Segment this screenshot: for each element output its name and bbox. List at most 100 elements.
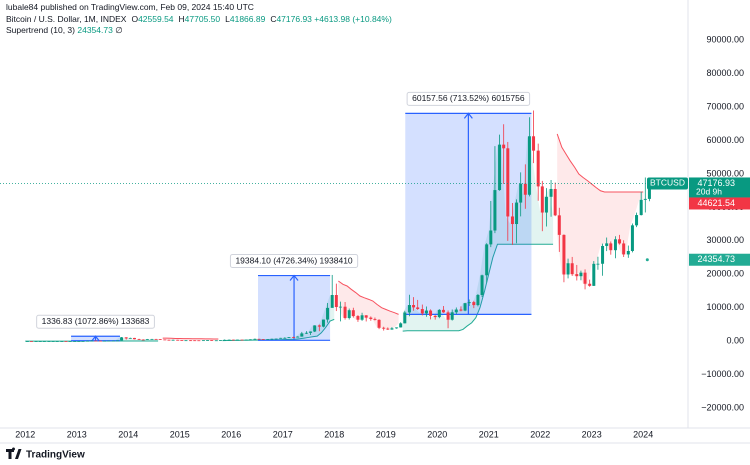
candle-body xyxy=(231,339,235,341)
candle-body xyxy=(407,305,411,313)
measure-arrowhead xyxy=(289,274,299,281)
y-tick-label: 90000.00 xyxy=(706,35,744,45)
candle-body xyxy=(515,202,519,225)
candle-body xyxy=(553,188,557,216)
candle-body xyxy=(176,339,180,341)
candle-body xyxy=(416,307,420,310)
candle-body xyxy=(55,341,59,342)
candle-body xyxy=(498,144,502,191)
supertrend-fill xyxy=(338,280,399,330)
ohlc-value: 47705.50 xyxy=(184,14,221,24)
ohlc-key: L xyxy=(225,14,230,24)
candle-body xyxy=(562,234,566,275)
measure-label: 60157.56 (713.52%) 6015756 xyxy=(412,93,525,103)
candle-body xyxy=(441,309,445,313)
ohlc-key: C xyxy=(270,14,277,24)
candle-body xyxy=(253,338,257,340)
candle-body xyxy=(467,302,471,304)
candle-body xyxy=(579,272,583,277)
symbol-badge-text: BTCUSD xyxy=(650,178,685,188)
candle-body xyxy=(626,250,630,255)
candle-body xyxy=(132,337,136,340)
price-badge xyxy=(689,177,750,198)
candle-body xyxy=(141,339,145,341)
candle-body xyxy=(502,144,506,149)
supertrend-fill xyxy=(557,133,644,286)
candle-body xyxy=(420,309,424,314)
candle-body xyxy=(622,243,626,255)
x-tick-label: 2022 xyxy=(530,429,550,439)
candle-body xyxy=(180,340,184,341)
candle-body xyxy=(51,341,55,342)
candle-body xyxy=(557,215,561,235)
candle-body xyxy=(111,340,115,342)
y-tick-label: 60000.00 xyxy=(706,135,744,145)
candle-body xyxy=(605,243,609,246)
candle-body xyxy=(570,263,574,275)
candle-body xyxy=(240,339,244,341)
candle-body xyxy=(304,332,308,334)
candle-body xyxy=(506,148,510,217)
y-tick-label: 20000.00 xyxy=(706,269,744,279)
candle-body xyxy=(364,315,368,318)
candle-body xyxy=(77,341,81,342)
candle-body xyxy=(330,295,334,308)
candle-body xyxy=(86,340,90,342)
candle-body xyxy=(592,263,596,286)
candle-body xyxy=(287,337,291,338)
candle-body xyxy=(218,340,222,341)
candle-body xyxy=(309,331,313,333)
measure-label: 1336.83 (1072.86%) 133683 xyxy=(42,316,150,326)
change: +4613.98 (+10.84%) xyxy=(314,14,392,24)
measure-label-box xyxy=(36,314,155,329)
candle-body xyxy=(476,295,480,306)
candle-body xyxy=(450,312,454,320)
candle-body xyxy=(68,341,72,342)
candle-body xyxy=(193,340,197,342)
candle-body xyxy=(115,340,119,342)
candle-body xyxy=(446,312,450,320)
candle-body xyxy=(343,306,347,319)
candle-body xyxy=(201,340,205,342)
candle-body xyxy=(270,338,274,340)
candle-body xyxy=(459,309,463,311)
candle-body xyxy=(519,183,523,203)
level-badge-text: 44621.54 xyxy=(697,198,735,208)
candle-body xyxy=(613,239,617,251)
candle-body xyxy=(334,295,338,308)
measure-arrowhead xyxy=(463,112,473,119)
symbol-line: Bitcoin / U.S. Dollar, 1M, INDEX O42559.5… xyxy=(6,14,392,25)
candle-body xyxy=(489,230,493,245)
candle-body xyxy=(536,150,540,187)
candle-body xyxy=(510,216,514,225)
candle-body xyxy=(167,339,171,341)
candle-body xyxy=(326,307,330,320)
x-tick-label: 2024 xyxy=(633,429,653,439)
candle-body xyxy=(150,338,154,340)
candle-body xyxy=(210,340,214,341)
footer-brand: TradingView xyxy=(26,450,85,461)
candle-body xyxy=(424,310,428,314)
level-badge xyxy=(689,197,750,210)
candle-body xyxy=(472,302,476,306)
candle-body xyxy=(257,338,261,340)
candle-body xyxy=(197,340,201,342)
axes: 90000.00 80000.00 70000.00 60000.00 50000.00… xyxy=(15,35,744,440)
candle-body xyxy=(120,337,124,341)
candle-body xyxy=(566,263,570,275)
candle-body xyxy=(347,310,351,319)
price-badge-text: 47176.93 xyxy=(697,178,735,188)
indicator-line: Supertrend (10, 3) 24354.73 ∅ xyxy=(6,25,123,36)
candle-body xyxy=(223,339,227,341)
candle-body xyxy=(124,337,128,339)
symbol-badge xyxy=(647,177,688,190)
candle-body xyxy=(34,341,38,342)
candle-body xyxy=(429,310,433,316)
candle-body xyxy=(279,337,283,339)
supertrend-point xyxy=(645,258,649,262)
candle-body xyxy=(248,339,252,341)
measure-label-box xyxy=(229,254,359,269)
x-tick-label: 2019 xyxy=(376,429,396,439)
candle-body xyxy=(235,339,239,341)
